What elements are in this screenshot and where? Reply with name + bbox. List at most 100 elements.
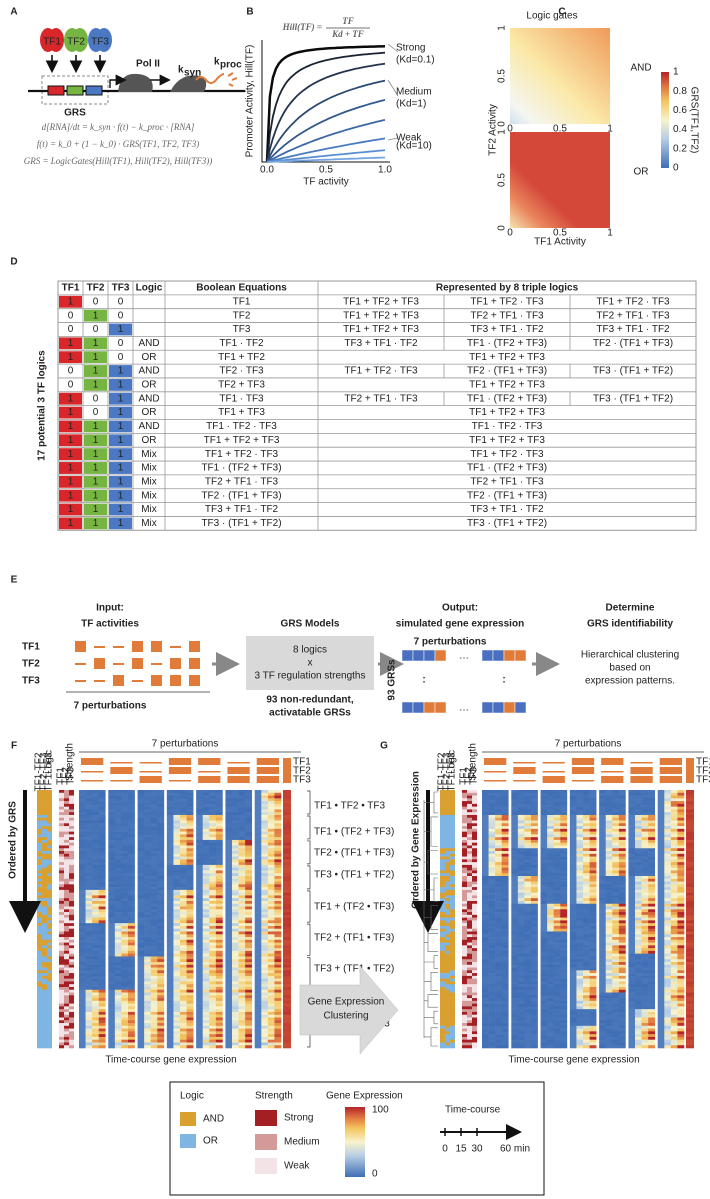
- expression-cell: [583, 893, 590, 896]
- expression-cell: [173, 859, 180, 862]
- expression-cell: [261, 873, 268, 876]
- expression-cell: [121, 979, 128, 982]
- expression-cell: [283, 948, 291, 951]
- expression-cell: [151, 987, 158, 990]
- expression-cell: [180, 829, 187, 832]
- expression-cell: [255, 929, 262, 932]
- strength-cell: [59, 796, 64, 799]
- strength-cell: [59, 887, 64, 890]
- expression-cell: [576, 834, 583, 837]
- expression-cell: [511, 821, 518, 824]
- expression-cell: [511, 845, 518, 848]
- expression-cell: [531, 859, 538, 862]
- expression-cell: [518, 887, 525, 890]
- expression-cell: [108, 837, 115, 840]
- logic-cell: [37, 970, 42, 973]
- expression-cell: [628, 851, 635, 854]
- logic-cell: [47, 862, 52, 865]
- expression-cell: [482, 809, 489, 812]
- expression-cell: [92, 981, 99, 984]
- expression-cell: [138, 1001, 145, 1004]
- expression-cell: [99, 840, 106, 843]
- expression-cell: [658, 873, 665, 876]
- logic-cell: [37, 837, 42, 840]
- expression-cell: [157, 868, 164, 871]
- expression-cell: [86, 962, 93, 965]
- expression-cell: [144, 951, 151, 954]
- expression-cell: [612, 879, 619, 882]
- expression-cell: [261, 943, 268, 946]
- expression-cell: [187, 1020, 194, 1023]
- expression-cell: [157, 854, 164, 857]
- expression-cell: [99, 965, 106, 968]
- expression-cell: [86, 884, 93, 887]
- expression-cell: [268, 940, 275, 943]
- expression-cell: [79, 918, 86, 921]
- tf-on: [169, 758, 191, 765]
- tf-value: 1: [118, 518, 124, 529]
- logic-cell: [47, 812, 52, 815]
- expression-cell: [209, 912, 216, 915]
- logic-cell: [445, 879, 450, 882]
- expression-cell: [245, 951, 252, 954]
- expression-cell: [225, 987, 232, 990]
- expression-cell: [128, 1040, 135, 1043]
- strength-cell: [64, 976, 69, 979]
- expression-cell: [187, 870, 194, 873]
- logic-cell: [450, 821, 455, 824]
- step-title: Input:: [96, 603, 124, 614]
- expression-cell: [203, 812, 210, 815]
- expression-cell: [203, 923, 210, 926]
- tf-value: 1: [68, 504, 74, 515]
- grs-label: GRS: [64, 108, 86, 119]
- expression-cell: [547, 804, 554, 807]
- expression-cell: [576, 829, 583, 832]
- logic-cell: [47, 857, 52, 860]
- logic-cell: [37, 857, 42, 860]
- expression-cell: [108, 834, 115, 837]
- expression-cell: [283, 918, 291, 921]
- expression-cell: [232, 959, 239, 962]
- expression-cell: [216, 890, 223, 893]
- expression-cell: [518, 882, 525, 885]
- expression-cell: [196, 993, 203, 996]
- expression-cell: [151, 1037, 158, 1040]
- group-label: TF1 • (TF2 + TF3): [314, 827, 394, 838]
- expression-cell: [619, 873, 626, 876]
- ident-text: expression patterns.: [585, 676, 675, 687]
- expression-cell: [108, 923, 115, 926]
- expression-cell: [196, 948, 203, 951]
- expression-cell: [268, 1020, 275, 1023]
- expression-cell: [79, 845, 86, 848]
- tf-on: [113, 675, 124, 686]
- ellipsis: …: [459, 651, 469, 662]
- expression-cell: [157, 807, 164, 810]
- expression-cell: [590, 840, 597, 843]
- expression-cell: [495, 796, 502, 799]
- expression-cell: [180, 862, 187, 865]
- expression-cell: [157, 1004, 164, 1007]
- expression-cell: [599, 826, 606, 829]
- expression-cell: [268, 987, 275, 990]
- expression-cell: [255, 998, 262, 1001]
- expression-cell: [187, 862, 194, 865]
- expression-cell: [599, 790, 606, 793]
- expression-cell: [502, 851, 509, 854]
- expression-cell: [157, 1034, 164, 1037]
- expression-cell: [245, 954, 252, 957]
- strength-cell: [467, 821, 472, 824]
- expression-cell: [495, 876, 502, 879]
- expression-cell: [115, 807, 122, 810]
- expression-cell: [115, 1031, 122, 1034]
- expression-cell: [255, 1009, 262, 1012]
- expression-cell: [128, 984, 135, 987]
- expression-cell: [121, 884, 128, 887]
- expression-cell: [99, 873, 106, 876]
- logic-cell: [440, 826, 445, 829]
- expression-cell: [99, 890, 106, 893]
- expression-cell: [590, 857, 597, 860]
- expression-cell: [128, 848, 135, 851]
- expression-cell: [108, 859, 115, 862]
- logic-cell: [450, 823, 455, 826]
- expression-cell: [599, 873, 606, 876]
